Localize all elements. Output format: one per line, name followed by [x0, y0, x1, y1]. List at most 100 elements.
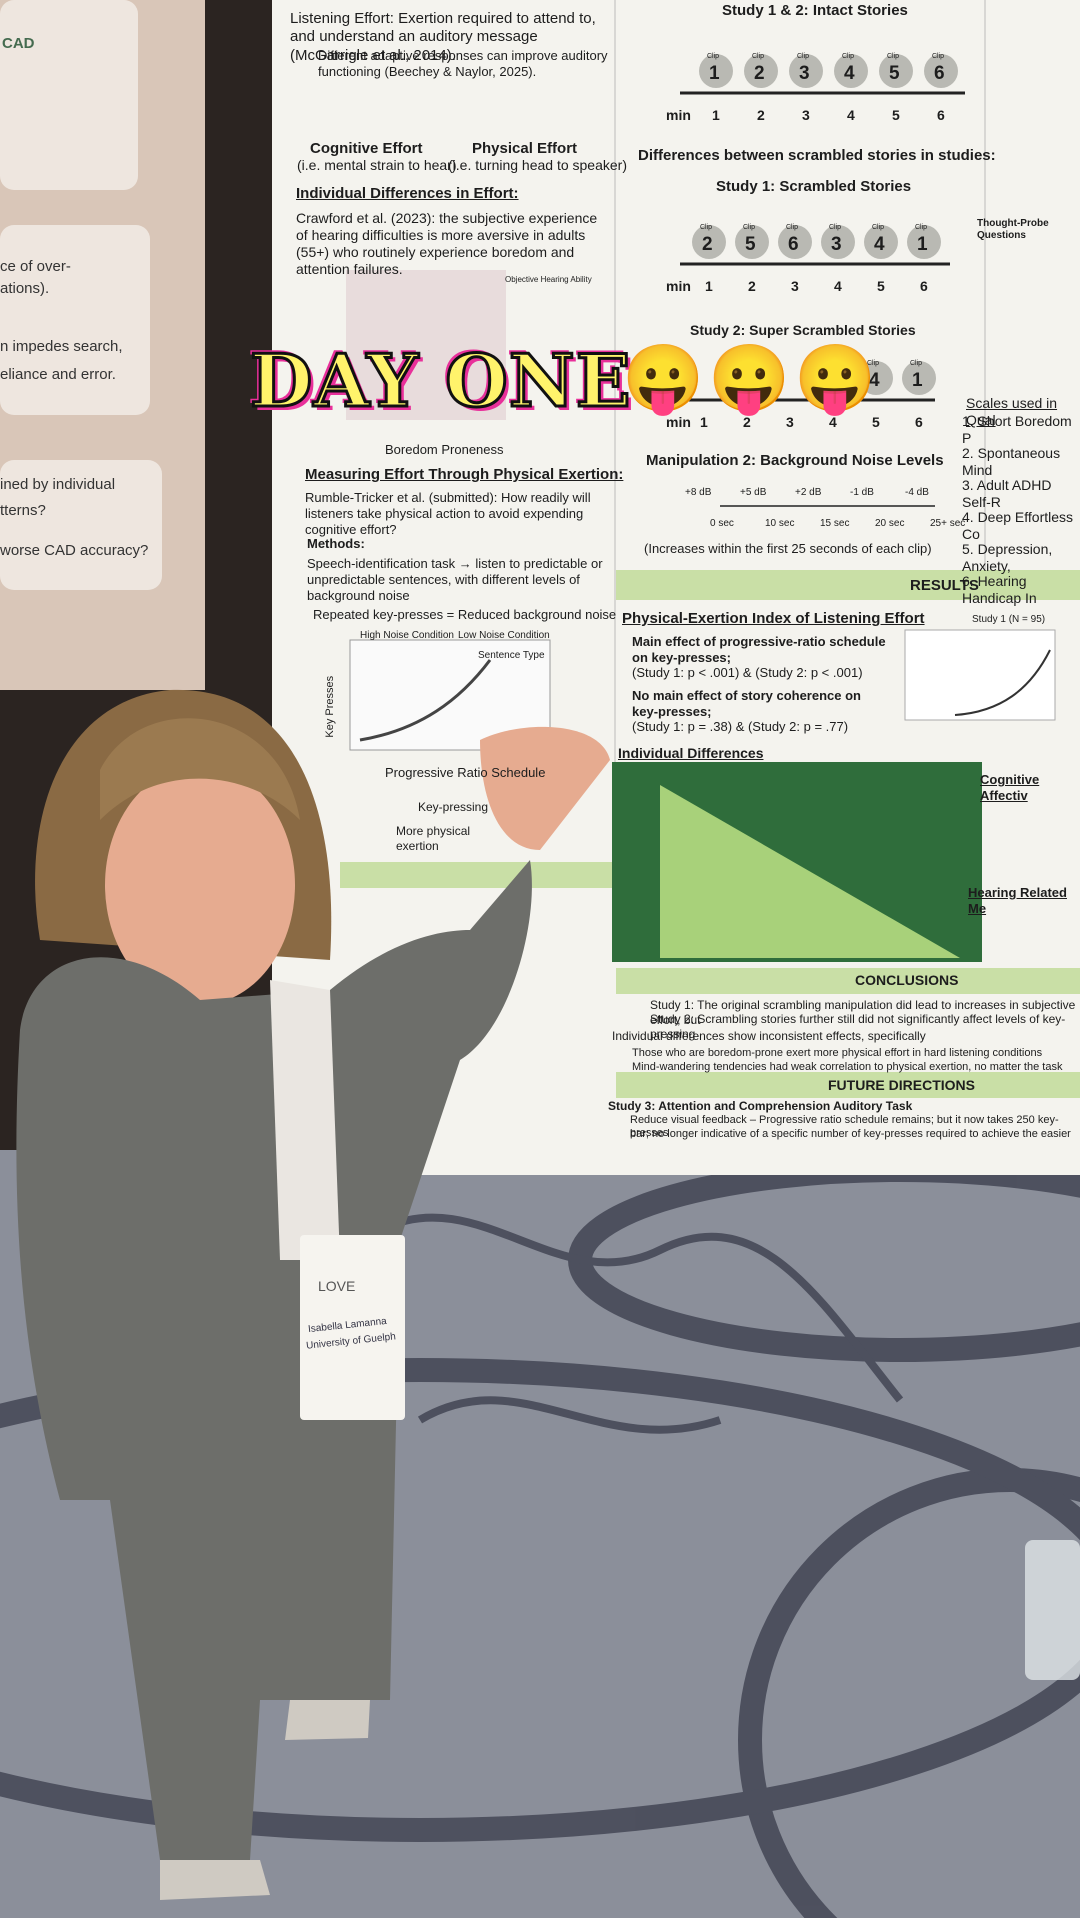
poster-text: FUTURE DIRECTIONS [828, 1077, 975, 1093]
clip-label: Clip [743, 224, 756, 231]
clip-label: Clip [910, 360, 923, 367]
poster-text: Key-pressing [418, 800, 489, 814]
figure-curve [359, 659, 492, 742]
scale-item: 3. Adult ADHD Self-R [962, 477, 1052, 511]
clip-label: Clip [887, 53, 900, 60]
minute-label: 6 [937, 107, 945, 123]
overlay-caption: DAY ONE [249, 337, 633, 425]
clip-start: 25+ sec [930, 518, 966, 529]
noise-level: +2 dB [795, 487, 822, 498]
poster-text: Cognitive Effort [310, 140, 423, 157]
poster-text: (i.e. mental strain to hear) [297, 157, 457, 173]
clip-label: Clip [867, 360, 880, 367]
noise-level: +8 dB [685, 487, 712, 498]
clip-badge [879, 54, 913, 88]
poster-text: Study 3: Attention and Comprehension Aud… [608, 1099, 913, 1113]
left-panel-text: ined by individual [0, 476, 116, 493]
scale-item: 2. Spontaneous Mind [962, 445, 1061, 479]
left-panel-text: tterns? [0, 502, 46, 519]
poster-text: bar; no longer indicative of a specific … [630, 1128, 1071, 1140]
poster-text: Hearing Related Me [968, 885, 1067, 916]
poster-text: Study 2: Scrambling stories further stil… [650, 1012, 1066, 1041]
minute-label: min [666, 414, 691, 430]
clip-number: 5 [745, 234, 756, 255]
poster-text: Study 1: Scrambled Stories [716, 178, 912, 195]
person [16, 689, 610, 1900]
poster-text: Objective Hearing Ability [505, 275, 592, 284]
clip-label: Clip [707, 53, 720, 60]
clip-number: 3 [799, 63, 810, 84]
clip-badge [864, 225, 898, 259]
poster-text: Main effect of progressive-ratio schedul… [632, 634, 886, 665]
results-bar [616, 570, 1080, 600]
poster-text: High Noise Condition [360, 630, 454, 641]
noise-level: -1 dB [850, 487, 874, 498]
left-card [0, 0, 138, 190]
badge-text: LOVE [318, 1278, 356, 1294]
minute-label: 6 [915, 414, 923, 430]
left-panel-text: worse CAD accuracy? [0, 542, 149, 559]
poster-text: RESULTS [910, 577, 979, 594]
poster-text: Speech-identification task → listen to p… [307, 556, 603, 603]
clip-badge [789, 54, 823, 88]
poster-text: Scales used in Qual [966, 395, 1058, 429]
poster-text: Study 1 (N = 95) [972, 614, 1046, 625]
poster-text: Individual Differences in Effort: [296, 185, 519, 202]
minute-label: 5 [872, 414, 880, 430]
clip-number: 5 [889, 63, 900, 84]
poster-text: Manipulation 2: Background Noise Levels [646, 452, 944, 469]
clip-label: Clip [786, 224, 799, 231]
poster-text: Mind-wandering tendencies had weak corre… [632, 1061, 1063, 1073]
clip-label: Clip [829, 224, 842, 231]
scale-item: 1. Short Boredom P [962, 413, 1072, 447]
clip-number: 3 [831, 234, 842, 255]
poster-text: Physical-Exertion Index of Listening Eff… [622, 610, 925, 627]
clip-label: Clip [700, 224, 713, 231]
minute-label: 4 [834, 278, 842, 294]
poster-text: Crawford et al. (2023): the subjective e… [296, 210, 598, 278]
noise-level: +5 dB [740, 487, 767, 498]
poster-text: Individual Differences [618, 745, 764, 761]
minute-label: 2 [743, 414, 751, 430]
clip-badge [859, 361, 893, 395]
poster-text: CONCLUSIONS [855, 972, 959, 988]
clip-label: Clip [932, 53, 945, 60]
minute-label: min [666, 278, 691, 294]
clip-number: 4 [844, 63, 855, 84]
minute-label: 5 [877, 278, 885, 294]
left-panel-text: ce of over- [0, 258, 71, 275]
clip-number: 1 [709, 63, 720, 84]
poster-text: Reduce visual feedback – Progressive rat… [630, 1114, 1059, 1140]
clip-badge [907, 225, 941, 259]
clip-label: Clip [872, 224, 885, 231]
minute-label: 3 [791, 278, 799, 294]
left-panel-text: n impedes search, [0, 338, 123, 355]
scale-item: 5. Depression, Anxiety, [962, 541, 1053, 575]
poster-text: Study 1 & 2: Intact Stories [722, 2, 908, 19]
poster-text: Those who are boredom-prone exert more p… [632, 1047, 1043, 1059]
overlay-emoji: 😛😛😛 [622, 341, 881, 415]
clip-number: 1 [912, 370, 923, 391]
minute-label: 1 [712, 107, 720, 123]
left-panel-text: CAD [2, 35, 35, 52]
poster-text: More physical exertion [396, 824, 471, 853]
poster-text: Cognitive Affectiv [980, 772, 1040, 803]
clip-number: 2 [702, 234, 713, 255]
clip-badge [744, 54, 778, 88]
poster-text: Boredom Proneness [385, 442, 504, 457]
poster-text: (Study 1: p < .001) & (Study 2: p < .001… [632, 665, 863, 680]
clip-label: Clip [915, 224, 928, 231]
clip-badge [692, 225, 726, 259]
clip-number: 1 [917, 234, 928, 255]
minute-label: 1 [700, 414, 708, 430]
poster-text: No main effect of story coherence on key… [632, 688, 861, 719]
conclusions-bar [616, 968, 1080, 994]
clip-badge [834, 54, 868, 88]
poster-text: Differences between scrambled stories in… [638, 147, 996, 164]
glass [1025, 1540, 1080, 1680]
left-panel-text: ations). [0, 280, 50, 297]
clip-start: 20 sec [875, 518, 905, 529]
figure-boredom [346, 270, 506, 420]
